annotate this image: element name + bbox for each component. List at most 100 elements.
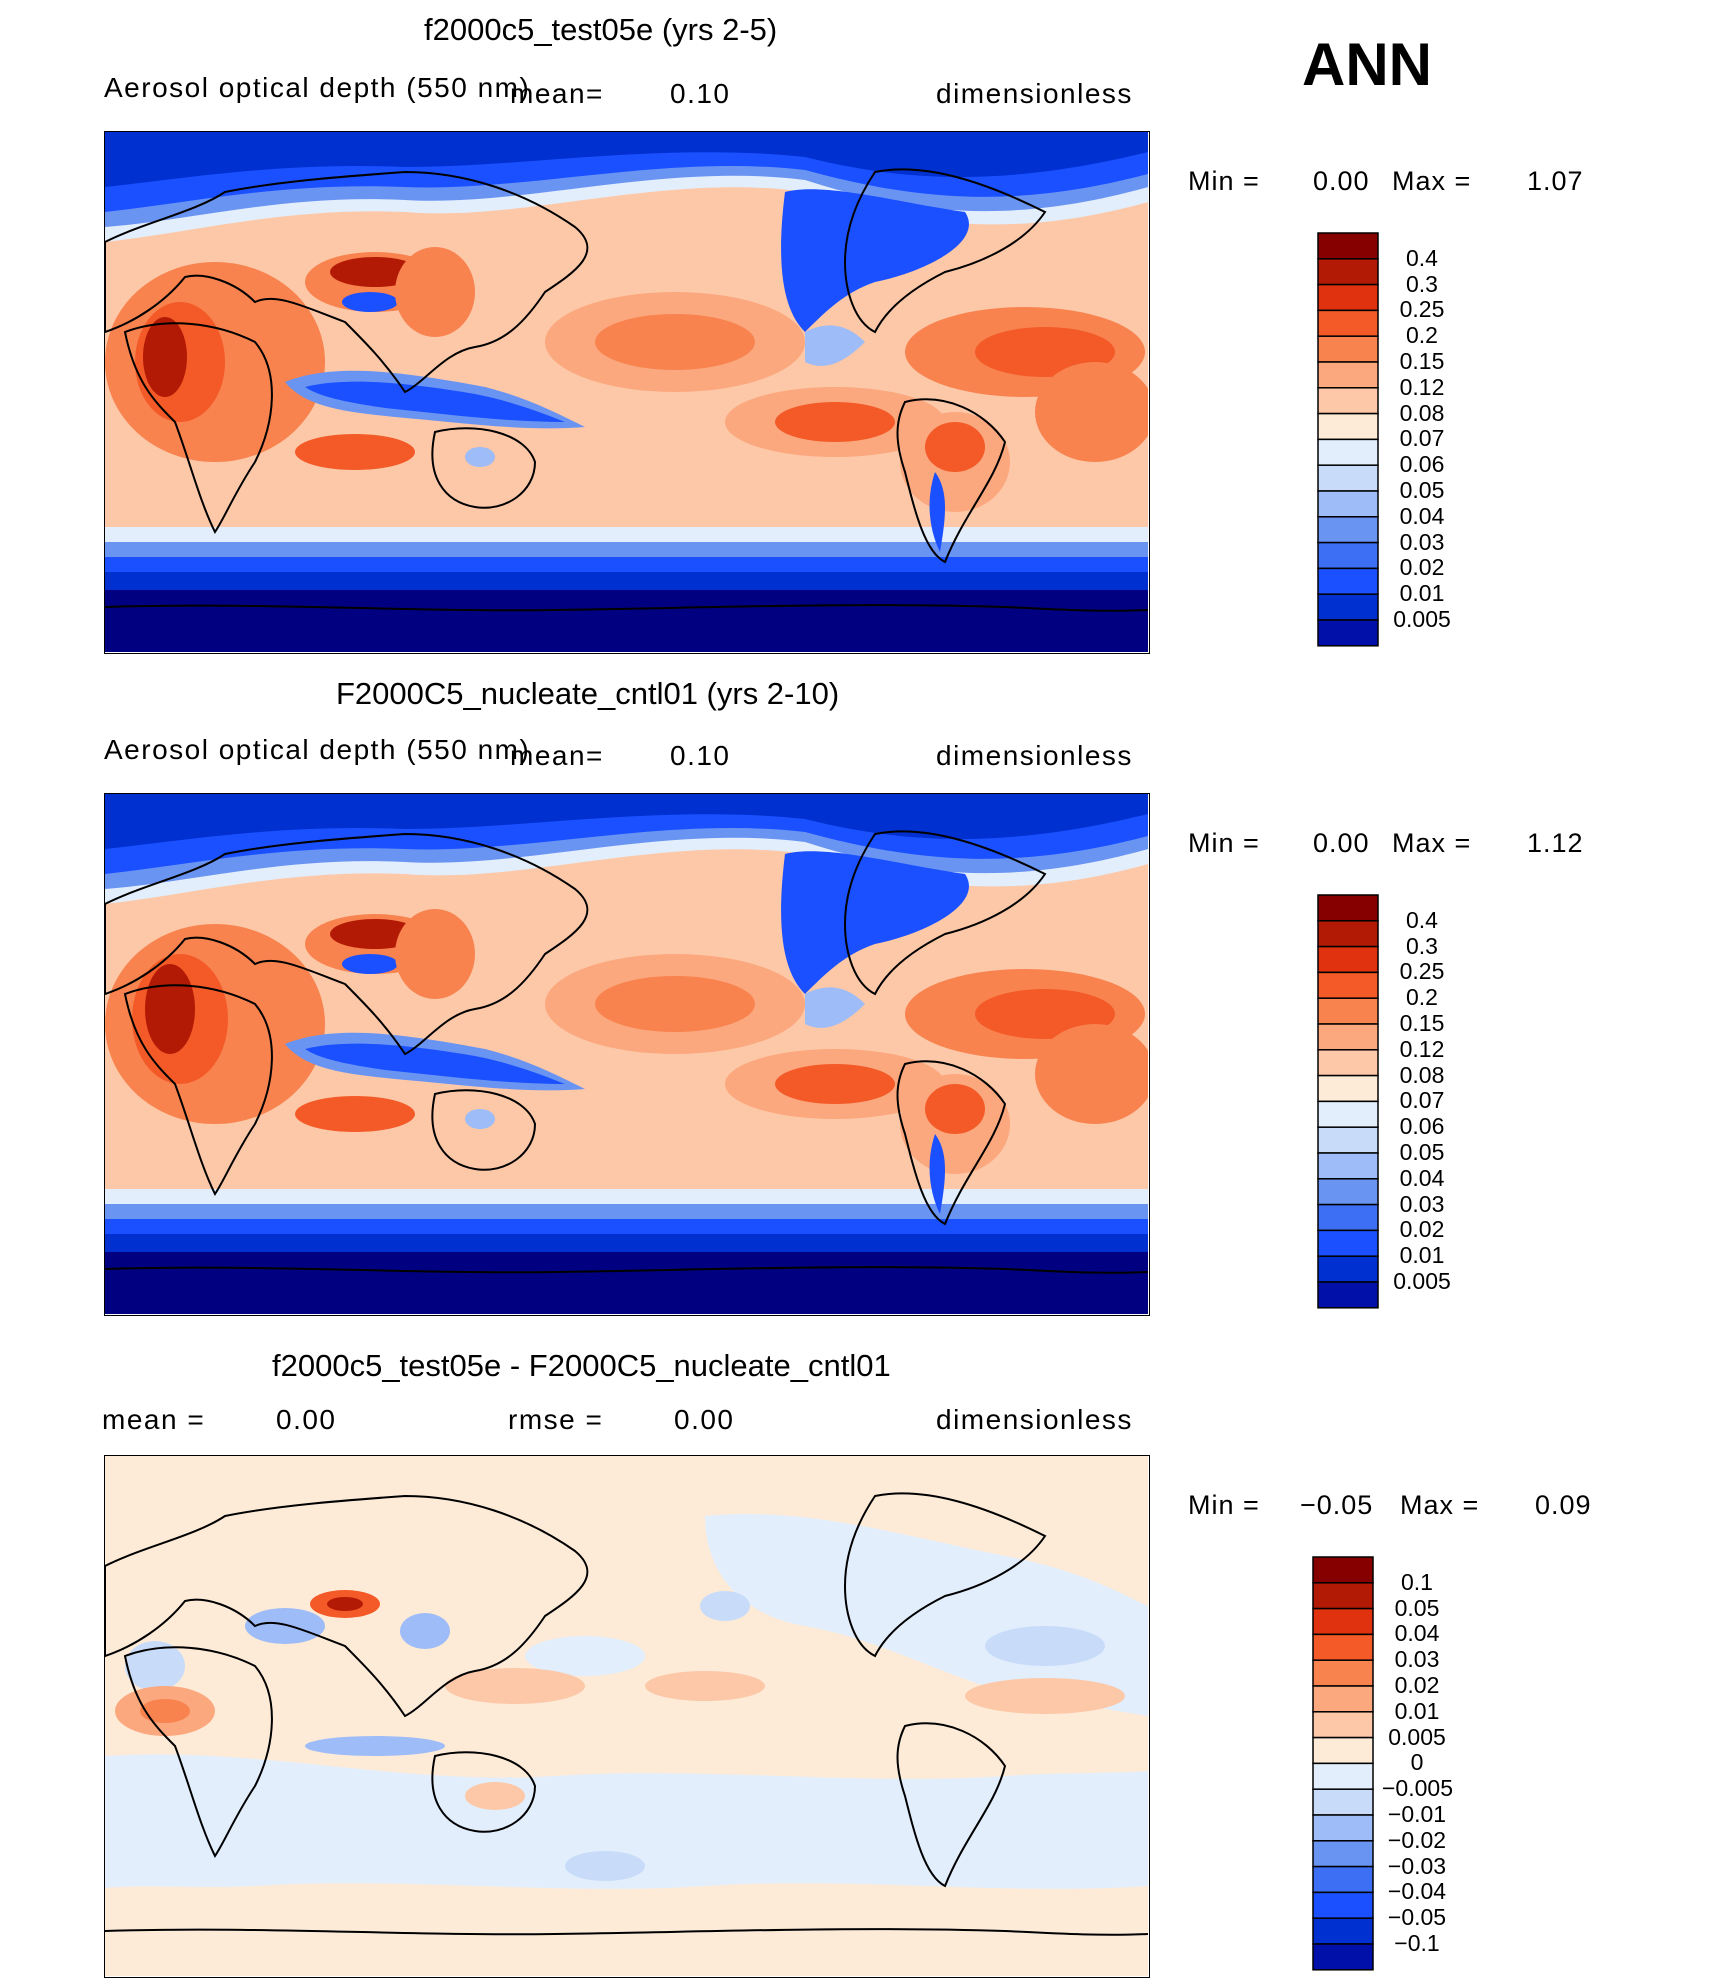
panel3-map xyxy=(104,1455,1150,1978)
colorbar-tick-label: 0.06 xyxy=(1399,451,1445,478)
colorbar-tick-label: 0.01 xyxy=(1394,1697,1440,1724)
colorbar-tick-label: 0.02 xyxy=(1394,1672,1440,1698)
colorbar-box xyxy=(1317,1023,1379,1051)
colorbar-tick-label: 0.07 xyxy=(1399,425,1445,452)
colorbar-box xyxy=(1317,894,1379,922)
season-label: ANN xyxy=(1302,31,1432,98)
colorbar-tick-label: 0.02 xyxy=(1399,1216,1445,1243)
colorbar-tick-label: 0.1 xyxy=(1401,1568,1433,1595)
panel3-difference-field xyxy=(105,1456,1148,1976)
colorbar-tick-label: 0.3 xyxy=(1406,932,1438,959)
colorbar-box xyxy=(1317,997,1379,1025)
colorbar-box xyxy=(1312,1659,1374,1687)
colorbar-box xyxy=(1312,1814,1374,1842)
colorbar-tick-label: 0.005 xyxy=(1388,1723,1446,1750)
colorbar-tick-label: 0.15 xyxy=(1399,348,1445,374)
colorbar-box xyxy=(1312,1788,1374,1816)
panel1-aod-field xyxy=(105,132,1148,652)
colorbar-box xyxy=(1312,1582,1374,1610)
colorbar-box xyxy=(1317,258,1379,286)
panel1-mean-value: 0.10 xyxy=(670,78,731,109)
panel3-units: dimensionless xyxy=(936,1404,1133,1435)
colorbar-box xyxy=(1317,1178,1379,1206)
colorbar-box xyxy=(1317,1255,1379,1283)
panel2-aod-field xyxy=(105,794,1148,1314)
panel1-title: f2000c5_test05e (yrs 2-5) xyxy=(424,12,778,47)
colorbar-tick-label: 0.08 xyxy=(1399,1061,1445,1088)
colorbar-box xyxy=(1312,1556,1374,1584)
panel3-min-value: −0.05 xyxy=(1300,1490,1374,1520)
colorbar-tick-label: 0.03 xyxy=(1399,1190,1445,1217)
colorbar-box xyxy=(1317,619,1379,647)
panel2-units: dimensionless xyxy=(936,740,1133,771)
panel1-min-value: 0.00 xyxy=(1313,166,1370,196)
colorbar-box xyxy=(1317,1281,1379,1309)
colorbar-tick-label: 0.005 xyxy=(1393,1268,1451,1294)
colorbar-boxes xyxy=(1317,894,1379,1309)
colorbar-tick-label: −0.04 xyxy=(1387,1878,1447,1905)
colorbar-tick-label: 0.12 xyxy=(1399,373,1445,400)
colorbar-box xyxy=(1317,1049,1379,1077)
colorbar-tick-label: 0.3 xyxy=(1406,270,1438,297)
colorbar-tick-label: 0.4 xyxy=(1406,244,1438,271)
panel1-max-value: 1.07 xyxy=(1527,166,1584,196)
colorbar-box xyxy=(1312,1865,1374,1894)
colorbar-box xyxy=(1317,1203,1379,1232)
panel2-min-value: 0.00 xyxy=(1313,828,1370,858)
panel3-rmse-label: rmse = xyxy=(508,1404,604,1435)
panel1-map xyxy=(104,131,1150,654)
colorbar-box xyxy=(1317,387,1379,415)
colorbar-box xyxy=(1317,490,1379,518)
panel3-title: f2000c5_test05e - F2000C5_nucleate_cntl0… xyxy=(272,1348,891,1383)
colorbar-tick-label: 0.005 xyxy=(1393,606,1451,632)
colorbar-tick-label: −0.05 xyxy=(1387,1904,1447,1931)
colorbar-tick-label: 0.25 xyxy=(1399,958,1445,985)
colorbar-box xyxy=(1317,1100,1379,1128)
colorbar-tick-label: 0.04 xyxy=(1399,1164,1445,1191)
colorbar-tick-label: −0.005 xyxy=(1382,1775,1453,1802)
panel1-variable: Aerosol optical depth (550 nm) xyxy=(104,72,531,103)
colorbar-boxes xyxy=(1317,232,1379,647)
colorbar-tick-label: 0.4 xyxy=(1406,906,1438,933)
colorbar-box xyxy=(1317,1074,1379,1103)
colorbar-tick-label: 0.05 xyxy=(1399,477,1445,503)
colorbar-box xyxy=(1317,1152,1379,1180)
colorbar-box xyxy=(1312,1607,1374,1636)
colorbar-box xyxy=(1312,1633,1374,1661)
colorbar-box xyxy=(1317,309,1379,337)
colorbar-box xyxy=(1317,516,1379,544)
colorbar-box xyxy=(1312,1711,1374,1739)
colorbar-tick-label: 0.01 xyxy=(1399,1242,1445,1269)
colorbar-box xyxy=(1312,1943,1374,1971)
colorbar-tick-label: 0.08 xyxy=(1399,399,1445,426)
colorbar-tick-label: 0.25 xyxy=(1399,296,1445,323)
colorbar-boxes xyxy=(1312,1556,1374,1971)
colorbar-tick-label: 0.05 xyxy=(1399,1139,1445,1165)
colorbar-tick-label: 0.2 xyxy=(1406,984,1438,1011)
colorbar-tick-label: 0.05 xyxy=(1394,1594,1440,1621)
panel3-mean-value: 0.00 xyxy=(276,1404,337,1435)
colorbar-tick-label: −0.1 xyxy=(1394,1930,1440,1956)
panel3-max-value: 0.09 xyxy=(1535,1490,1592,1520)
panel1-mean-label: mean= xyxy=(510,78,604,109)
colorbar-tick-label: 0.03 xyxy=(1394,1646,1440,1673)
colorbar-box xyxy=(1317,232,1379,260)
colorbar-box xyxy=(1312,1840,1374,1868)
colorbar-box xyxy=(1317,541,1379,570)
panel2-max-label: Max = xyxy=(1392,828,1472,858)
panel2-min-label: Min = xyxy=(1188,828,1260,858)
colorbar-box xyxy=(1317,438,1379,466)
colorbar-tick-label: −0.01 xyxy=(1387,1801,1447,1827)
colorbar-box xyxy=(1317,283,1379,312)
colorbar-tick-label: 0.12 xyxy=(1399,1035,1445,1062)
colorbar-tick-label: −0.02 xyxy=(1387,1826,1447,1853)
colorbar-box xyxy=(1317,945,1379,974)
colorbar-tick-label: 0.07 xyxy=(1399,1087,1445,1114)
panel3-rmse-value: 0.00 xyxy=(674,1404,735,1435)
colorbar-box xyxy=(1317,361,1379,389)
panel2-mean-value: 0.10 xyxy=(670,740,731,771)
colorbar-tick-label: 0.06 xyxy=(1399,1113,1445,1140)
panel1-units: dimensionless xyxy=(936,78,1133,109)
colorbar-box xyxy=(1317,412,1379,441)
panel1-max-label: Max = xyxy=(1392,166,1472,196)
